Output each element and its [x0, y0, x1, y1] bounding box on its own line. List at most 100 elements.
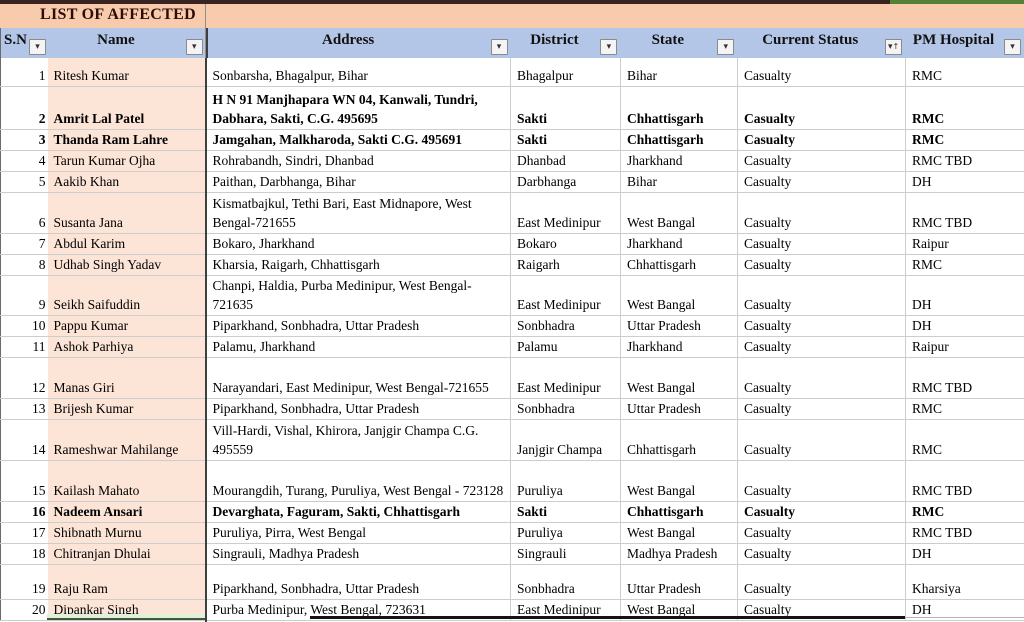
cell-hospital[interactable]: RMC: [905, 58, 1024, 87]
cell-name[interactable]: Aakib Khan: [47, 171, 206, 193]
cell-district[interactable]: Darbhanga: [510, 171, 621, 193]
cell-name[interactable]: Kailash Mahato: [47, 460, 206, 502]
cell-hospital[interactable]: Kharsiya: [905, 564, 1024, 600]
sort-filter-button-status[interactable]: ▾↑: [885, 39, 903, 55]
cell-sn[interactable]: 2: [0, 86, 48, 130]
cell-address[interactable]: Singrauli, Madhya Pradesh: [204, 543, 511, 565]
cell-sn[interactable]: 18: [0, 543, 48, 565]
cell-status[interactable]: Casualty: [737, 543, 906, 565]
filter-dropdown-button-state[interactable]: ▾: [717, 39, 735, 55]
cell-sn[interactable]: 4: [0, 150, 48, 172]
filter-dropdown-button-hospital[interactable]: ▾: [1004, 39, 1021, 55]
cell-district[interactable]: Sonbhadra: [510, 315, 621, 337]
cell-status[interactable]: Casualty: [737, 460, 906, 502]
cell-hospital[interactable]: RMC: [905, 398, 1024, 420]
cell-name[interactable]: Tarun Kumar Ojha: [47, 150, 206, 172]
cell-state[interactable]: Bihar: [620, 171, 738, 193]
cell-sn[interactable]: 3: [0, 129, 48, 151]
cell-sn[interactable]: 1: [0, 58, 48, 87]
cell-sn[interactable]: 14: [0, 419, 48, 461]
filter-dropdown-button-name[interactable]: ▾: [185, 39, 203, 55]
cell-state[interactable]: Chhattisgarh: [620, 86, 738, 130]
cell-status[interactable]: Casualty: [737, 501, 906, 523]
cell-district[interactable]: Sonbhadra: [510, 398, 621, 420]
cell-state[interactable]: Chhattisgarh: [620, 129, 738, 151]
filter-dropdown-button-sn[interactable]: ▾: [29, 39, 46, 55]
cell-status[interactable]: Casualty: [737, 150, 906, 172]
cell-status[interactable]: Casualty: [737, 564, 906, 600]
cell-name[interactable]: Udhab Singh Yadav: [47, 254, 206, 276]
cell-status[interactable]: Casualty: [737, 171, 906, 193]
cell-district[interactable]: Sakti: [510, 129, 621, 151]
cell-state[interactable]: Jharkhand: [620, 336, 738, 358]
header-cell-state[interactable]: State ▾: [620, 28, 737, 58]
cell-hospital[interactable]: RMC: [905, 419, 1024, 461]
cell-address[interactable]: Devarghata, Faguram, Sakti, Chhattisgarh: [204, 501, 511, 523]
header-cell-name[interactable]: Name ▾: [48, 28, 206, 58]
cell-district[interactable]: Palamu: [510, 336, 621, 358]
header-cell-address[interactable]: Address ▾: [205, 28, 511, 58]
cell-address[interactable]: Palamu, Jharkhand: [204, 336, 511, 358]
cell-state[interactable]: Uttar Pradesh: [620, 564, 738, 600]
cell-hospital[interactable]: RMC TBD: [905, 150, 1024, 172]
cell-status[interactable]: Casualty: [737, 275, 906, 316]
header-cell-district[interactable]: District ▾: [511, 28, 621, 58]
cell-district[interactable]: Puruliya: [510, 522, 621, 544]
cell-hospital[interactable]: RMC: [905, 86, 1024, 130]
cell-district[interactable]: Puruliya: [510, 460, 621, 502]
cell-status[interactable]: Casualty: [737, 86, 906, 130]
cell-status[interactable]: Casualty: [737, 419, 906, 461]
cell-district[interactable]: Raigarh: [510, 254, 621, 276]
cell-sn[interactable]: 8: [0, 254, 48, 276]
cell-district[interactable]: Bokaro: [510, 233, 621, 255]
title-band-cell[interactable]: LIST OF AFFECTED: [0, 4, 1024, 28]
cell-address[interactable]: Kismatbajkul, Tethi Bari, East Midnapore…: [204, 192, 511, 234]
cell-address[interactable]: Paithan, Darbhanga, Bihar: [204, 171, 511, 193]
cell-address[interactable]: Vill-Hardi, Vishal, Khirora, Janjgir Cha…: [204, 419, 511, 461]
cell-sn[interactable]: 13: [0, 398, 48, 420]
cell-state[interactable]: West Bangal: [620, 599, 738, 621]
cell-status[interactable]: Casualty: [737, 129, 906, 151]
cell-hospital[interactable]: DH: [905, 315, 1024, 337]
cell-address[interactable]: Mourangdih, Turang, Puruliya, West Benga…: [204, 460, 511, 502]
cell-sn[interactable]: 20: [0, 599, 48, 621]
cell-name[interactable]: Amrit Lal Patel: [47, 86, 206, 130]
cell-status[interactable]: Casualty: [737, 336, 906, 358]
cell-sn[interactable]: 6: [0, 192, 48, 234]
cell-hospital[interactable]: DH: [905, 599, 1024, 621]
cell-state[interactable]: West Bangal: [620, 192, 738, 234]
cell-name[interactable]: Seikh Saifuddin: [47, 275, 206, 316]
cell-hospital[interactable]: RMC: [905, 129, 1024, 151]
cell-sn[interactable]: 15: [0, 460, 48, 502]
cell-name[interactable]: Abdul Karim: [47, 233, 206, 255]
cell-address[interactable]: Puruliya, Pirra, West Bengal: [204, 522, 511, 544]
header-cell-status[interactable]: Current Status ▾↑: [737, 28, 905, 58]
cell-sn[interactable]: 16: [0, 501, 48, 523]
cell-status[interactable]: Casualty: [737, 254, 906, 276]
cell-address[interactable]: Purba Medinipur, West Bengal, 723631: [204, 599, 511, 621]
cell-name[interactable]: Manas Giri: [47, 357, 206, 399]
cell-state[interactable]: West Bangal: [620, 460, 738, 502]
next-row-green-cell[interactable]: [47, 614, 207, 620]
cell-state[interactable]: West Bangal: [620, 522, 738, 544]
cell-district[interactable]: East Medinipur: [510, 599, 621, 621]
cell-name[interactable]: Ashok Parhiya: [47, 336, 206, 358]
cell-address[interactable]: Piparkhand, Sonbhadra, Uttar Pradesh: [204, 564, 511, 600]
cell-hospital[interactable]: Raipur: [905, 233, 1024, 255]
cell-sn[interactable]: 12: [0, 357, 48, 399]
cell-status[interactable]: Casualty: [737, 398, 906, 420]
cell-sn[interactable]: 7: [0, 233, 48, 255]
cell-district[interactable]: Sakti: [510, 86, 621, 130]
cell-state[interactable]: Jharkhand: [620, 233, 738, 255]
cell-district[interactable]: East Medinipur: [510, 357, 621, 399]
cell-hospital[interactable]: RMC TBD: [905, 357, 1024, 399]
cell-district[interactable]: Sakti: [510, 501, 621, 523]
cell-state[interactable]: Chhattisgarh: [620, 254, 738, 276]
cell-district[interactable]: Singrauli: [510, 543, 621, 565]
cell-sn[interactable]: 10: [0, 315, 48, 337]
cell-state[interactable]: West Bangal: [620, 275, 738, 316]
cell-name[interactable]: Chitranjan Dhulai: [47, 543, 206, 565]
cell-address[interactable]: Bokaro, Jharkhand: [204, 233, 511, 255]
cell-status[interactable]: Casualty: [737, 599, 906, 621]
cell-name[interactable]: Brijesh Kumar: [47, 398, 206, 420]
